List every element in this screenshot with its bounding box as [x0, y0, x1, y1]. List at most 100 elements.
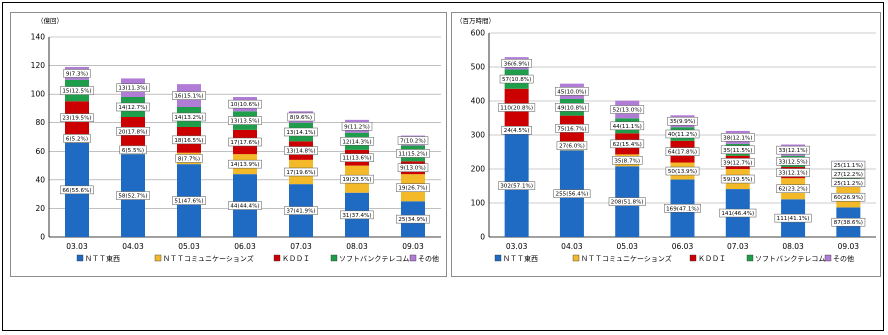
- legend-item: ソフトバンクテレコム: [746, 254, 825, 263]
- svg-text:111(41.1%): 111(41.1%): [777, 216, 810, 222]
- data-label: 7(10.2%): [397, 136, 429, 145]
- y-tick-label: 0: [40, 233, 45, 242]
- svg-text:40(11.2%): 40(11.2%): [668, 132, 697, 138]
- data-label: 62(15.4%): [610, 139, 645, 149]
- svg-text:20(17.8%): 20(17.8%): [118, 129, 147, 135]
- outer-frame: [2, 2, 884, 331]
- data-label: 6(5.5%): [119, 145, 147, 155]
- data-label: 9(13.0%): [397, 163, 429, 172]
- data-label: 49(10.8%): [555, 103, 589, 112]
- legend-item: ＮＴＴ東西: [76, 254, 120, 263]
- svg-text:58(52.7%): 58(52.7%): [118, 194, 147, 200]
- svg-text:7(10.2%): 7(10.2%): [400, 139, 426, 145]
- legend-swatch: [154, 254, 162, 262]
- data-label: 208(51.8%): [608, 197, 646, 206]
- svg-text:45(10.0%): 45(10.0%): [557, 89, 586, 95]
- data-label: 8(9.6%): [287, 112, 315, 122]
- svg-text:6(5.5%): 6(5.5%): [122, 148, 144, 154]
- svg-text:49(10.8%): 49(10.8%): [557, 105, 586, 111]
- data-label: 44(44.4%): [228, 201, 262, 210]
- legend-swatch: [689, 254, 697, 262]
- data-label: 75(16.7%): [555, 124, 589, 133]
- svg-text:14(12.7%): 14(12.7%): [118, 105, 147, 111]
- x-tick-label: 07.03: [290, 242, 312, 251]
- data-label: 31(37.4%): [340, 210, 374, 220]
- data-label: 13(11.3%): [116, 83, 150, 92]
- legend-item: その他: [409, 254, 439, 263]
- svg-text:8(9.6%): 8(9.6%): [290, 115, 312, 121]
- data-label: 25(11.2%): [831, 178, 866, 188]
- data-label: 302(57.1%): [498, 181, 536, 190]
- svg-text:44(44.4%): 44(44.4%): [230, 204, 259, 210]
- svg-text:13(14.8%): 13(14.8%): [286, 149, 315, 155]
- svg-text:14(13.9%): 14(13.9%): [230, 162, 259, 168]
- legend-swatch: [330, 254, 338, 262]
- data-label: 44(11.1%): [610, 121, 645, 131]
- data-label: 19(26.7%): [396, 183, 430, 192]
- data-label: 24(4.5%): [501, 125, 532, 135]
- svg-text:11(15.2%): 11(15.2%): [398, 151, 427, 157]
- data-label: 57(10.8%): [499, 74, 534, 84]
- data-label: 20(17.8%): [116, 127, 150, 136]
- data-label: 110(20.8%): [498, 103, 536, 112]
- svg-text:10(10.6%): 10(10.6%): [230, 102, 259, 108]
- svg-text:33(12.5%): 33(12.5%): [778, 159, 807, 165]
- data-label: 50(13.9%): [665, 166, 700, 176]
- svg-text:37(41.9%): 37(41.9%): [286, 209, 315, 215]
- data-label: 35(9.9%): [667, 116, 698, 126]
- y-tick-label: 120: [31, 61, 46, 70]
- svg-text:141(46.4%): 141(46.4%): [721, 211, 754, 217]
- legend-swatch: [746, 254, 754, 262]
- y-tick-label: 20: [35, 204, 45, 213]
- legend-label: ソフトバンクテレコム: [339, 255, 409, 263]
- svg-text:15(12.5%): 15(12.5%): [62, 89, 91, 95]
- data-label: 9(11.2%): [341, 122, 373, 131]
- data-label: 60(26.9%): [831, 192, 866, 202]
- data-label: 40(11.2%): [665, 129, 700, 139]
- legend-label: ＮＴＴ東西: [85, 254, 120, 263]
- svg-text:27(6.0%): 27(6.0%): [559, 144, 585, 150]
- data-label: 11(15.2%): [396, 149, 430, 158]
- svg-text:19(26.7%): 19(26.7%): [398, 186, 427, 192]
- y-tick-label: 60: [35, 147, 45, 156]
- svg-text:44(11.1%): 44(11.1%): [613, 124, 642, 130]
- svg-text:169(47.1%): 169(47.1%): [666, 206, 699, 212]
- legend-swatch: [76, 254, 84, 262]
- svg-text:23(19.5%): 23(19.5%): [62, 116, 91, 122]
- svg-text:17(19.6%): 17(19.6%): [286, 170, 315, 176]
- data-label: 27(12.2%): [831, 169, 866, 179]
- data-label: 36(6.9%): [501, 59, 532, 68]
- unit-label: （百万時間）: [456, 17, 495, 25]
- y-tick-label: 600: [471, 29, 486, 38]
- svg-text:75(16.7%): 75(16.7%): [557, 126, 586, 132]
- data-label: 25(11.1%): [831, 160, 866, 170]
- legend-item: ソフトバンクテレコム: [330, 254, 409, 263]
- data-label: 27(6.0%): [556, 141, 588, 150]
- svg-text:208(51.8%): 208(51.8%): [611, 200, 644, 206]
- y-tick-label: 140: [31, 33, 46, 42]
- unit-label: （億回）: [37, 16, 63, 25]
- svg-text:51(47.6%): 51(47.6%): [174, 199, 203, 205]
- svg-text:255(56.4%): 255(56.4%): [556, 192, 589, 198]
- legend-item: ＫＤＤＩ: [273, 254, 310, 263]
- legend-label: ソフトバンクテレコム: [755, 255, 825, 263]
- data-label: 19(23.5%): [340, 174, 374, 184]
- svg-text:25(11.1%): 25(11.1%): [834, 163, 863, 169]
- data-label: 169(47.1%): [664, 204, 701, 213]
- data-label: 17(17.6%): [228, 137, 262, 147]
- x-tick-label: 08.03: [782, 242, 804, 251]
- data-label: 59(19.5%): [720, 174, 755, 184]
- svg-text:31(37.4%): 31(37.4%): [342, 213, 371, 219]
- data-label: 13(14.8%): [284, 146, 318, 155]
- data-label: 18(16.5%): [172, 135, 206, 145]
- svg-text:302(57.1%): 302(57.1%): [500, 184, 533, 190]
- svg-text:19(23.5%): 19(23.5%): [342, 177, 371, 183]
- data-label: 14(12.7%): [116, 102, 150, 112]
- x-tick-label: 08.03: [346, 242, 368, 251]
- x-tick-label: 09.03: [402, 242, 424, 251]
- svg-text:52(13.0%): 52(13.0%): [613, 108, 642, 114]
- legend-swatch: [409, 254, 417, 262]
- data-label: 33(12.1%): [776, 168, 810, 177]
- chart-panel-call-duration: （百万時間） 0 100 200 300 400 500 600 302(57.1%) 24(4.…: [451, 12, 881, 277]
- svg-text:57(10.8%): 57(10.8%): [502, 77, 531, 83]
